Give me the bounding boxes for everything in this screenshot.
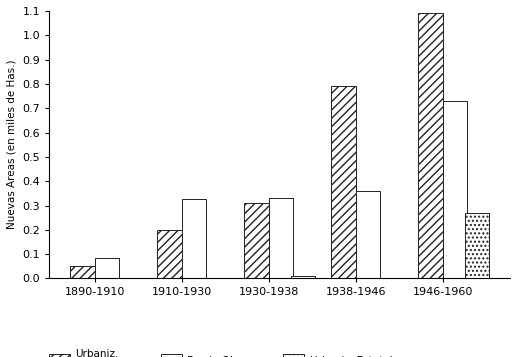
Bar: [465, 213, 489, 278]
Bar: [181, 200, 206, 278]
Bar: [291, 276, 315, 278]
Bar: [157, 230, 181, 278]
Bar: [443, 101, 467, 278]
Bar: [269, 198, 293, 278]
Bar: [245, 203, 269, 278]
Bar: [70, 266, 95, 278]
Bar: [356, 191, 380, 278]
Legend: Urbaniz.
Residencial, Barrio Obrero, Urbaniz. Estatal: Urbaniz. Residencial, Barrio Obrero, Urb…: [45, 345, 397, 357]
Bar: [418, 13, 443, 278]
Bar: [95, 258, 119, 278]
Y-axis label: Nuevas Areas (en miles de Has.): Nuevas Areas (en miles de Has.): [7, 60, 17, 230]
Bar: [331, 86, 356, 278]
